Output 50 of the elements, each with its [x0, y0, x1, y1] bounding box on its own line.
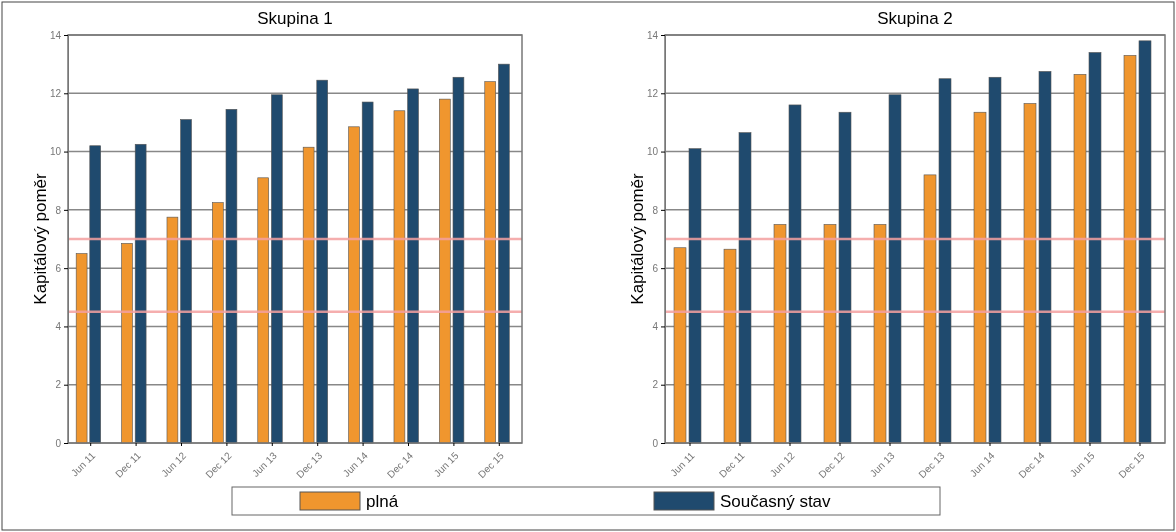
y-tick-label: 6 [55, 262, 62, 274]
x-tick-label: Jun 11 [68, 449, 98, 479]
x-tick-label: Jun 13 [867, 449, 897, 479]
y-tick-label: 2 [652, 379, 659, 391]
x-tick-label: Jun 13 [249, 449, 280, 479]
chart-title: Skupina 1 [257, 9, 333, 28]
x-tick-label: Dec 15 [475, 449, 507, 481]
bar [271, 94, 283, 444]
bar [498, 63, 510, 444]
y-tick-label: 14 [49, 29, 62, 41]
y-tick-label: 2 [55, 379, 62, 391]
bar [134, 143, 147, 444]
x-tick-label: Dec 15 [1116, 449, 1147, 481]
x-tick-label: Dec 11 [113, 449, 144, 480]
y-tick-label: 0 [652, 437, 659, 449]
legend-label: Současný stav [720, 492, 832, 511]
x-tick-label: Dec 12 [203, 449, 234, 481]
y-tick-label: 4 [652, 321, 659, 333]
x-tick-label: Jun 15 [431, 449, 461, 479]
x-tick-label: Dec 12 [816, 449, 847, 481]
x-tick-label: Jun 12 [767, 449, 797, 479]
x-tick-label: Dec 13 [916, 449, 947, 481]
y-tick-label: 8 [652, 204, 659, 216]
x-tick-label: Dec 14 [1016, 449, 1047, 481]
y-tick-label: 12 [49, 87, 62, 99]
y-tick-label: 10 [49, 146, 62, 158]
x-tick-label: Dec 14 [384, 449, 416, 481]
x-tick-label: Jun 14 [967, 449, 997, 479]
chart-title: Skupina 2 [877, 9, 953, 28]
y-tick-label: 4 [55, 321, 62, 333]
legend-label: plná [366, 492, 399, 511]
y-tick-label: 10 [646, 146, 659, 158]
bar [348, 126, 360, 444]
y-tick-label: 8 [55, 204, 62, 216]
x-tick-label: Dec 11 [717, 449, 747, 480]
x-tick-label: Jun 14 [340, 449, 371, 479]
y-tick-label: 6 [652, 262, 659, 274]
bar [361, 101, 374, 444]
x-tick-label: Jun 15 [1067, 449, 1097, 479]
bar [257, 177, 269, 444]
x-tick-label: Jun 11 [668, 449, 697, 479]
bar [484, 81, 496, 444]
y-tick-label: 14 [646, 29, 659, 41]
y-axis-title: Kapitálový poměr [628, 172, 647, 305]
y-tick-label: 12 [646, 87, 659, 99]
y-tick-label: 0 [55, 437, 62, 449]
y-axis-title: Kapitálový poměr [31, 172, 50, 305]
bar [121, 243, 133, 444]
x-tick-label: Jun 12 [159, 449, 189, 479]
x-tick-label: Dec 13 [294, 449, 325, 481]
